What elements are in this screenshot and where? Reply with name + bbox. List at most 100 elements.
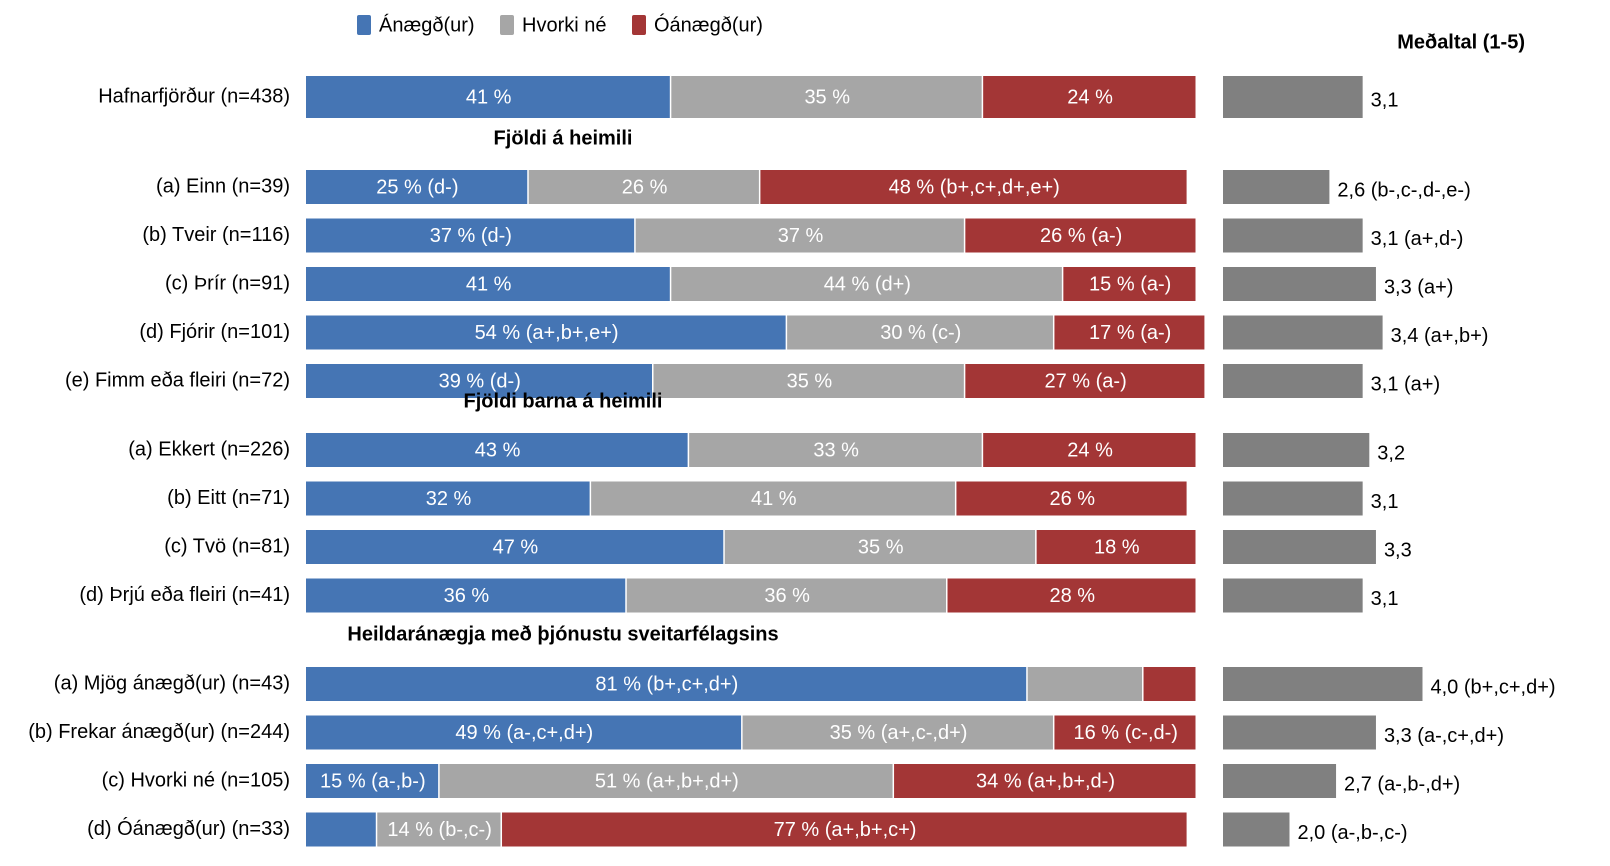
mean-bar [1223,315,1383,350]
bar-segment [306,170,528,204]
mean-bar [1223,433,1370,467]
legend-label: Hvorki né [522,14,606,36]
value-label: 16 % (c-,d-) [1073,722,1177,744]
bar-segment [306,530,724,564]
mean-label: 3,1 [1371,588,1399,610]
value-label: 28 % [1049,585,1095,607]
bar-segment [760,170,1187,204]
mean-title: Meðaltal (1-5) [1397,31,1525,53]
mean-bar [1223,764,1337,798]
legend-label: Ánægð(ur) [379,13,475,36]
value-label: 34 % (a+,b+,d-) [976,770,1115,792]
mean-bar [1223,364,1363,398]
category-label: (d) Óánægð(ur) (n=33) [87,817,290,840]
value-label: 36 % [444,585,490,607]
bar-segment [306,315,786,350]
bar-segment [965,218,1196,253]
mean-label: 2,7 (a-,b-,d+) [1344,773,1460,795]
value-label: 24 % [1067,439,1113,461]
value-label: 26 % (a-) [1040,225,1122,247]
category-label: (e) Fimm eða fleiri (n=72) [65,369,290,391]
category-label: Hafnarfjörður (n=438) [98,85,290,107]
bar-segment [1036,530,1196,564]
bar-segment [1027,667,1143,701]
value-label: 17 % (a-) [1089,322,1171,344]
mean-label: 3,2 [1377,442,1405,464]
value-label: 30 % (c-) [880,322,961,344]
value-label: 35 % (a+,c-,d+) [830,722,968,744]
value-label: 41 % [466,86,512,108]
value-label: 37 % [778,225,824,247]
bar-segment [306,715,742,750]
bar-segment [626,578,947,613]
category-label: (c) Tvö (n=81) [164,535,290,557]
value-label: 35 % [787,370,833,392]
legend-swatch [357,15,371,35]
bar-segment [502,812,1187,847]
bar-segment [653,364,964,398]
bar-segment [965,364,1205,398]
mean-bar [1223,715,1376,750]
value-label: 15 % (a-,b-) [320,770,426,792]
value-label: 51 % (a+,b+,d+) [595,770,739,792]
mean-label: 4,0 (b+,c+,d+) [1431,676,1556,698]
value-label: 35 % [858,536,904,558]
mean-bar [1223,578,1363,613]
mean-bar [1223,481,1363,516]
bar-segment [528,170,759,204]
value-label: 39 % (d-) [439,370,521,392]
value-label: 26 % [622,176,668,198]
value-label: 18 % [1094,536,1140,558]
mean-label: 2,6 (b-,c-,d-,e-) [1337,179,1470,201]
mean-label: 3,1 [1371,89,1399,111]
legend-swatch [632,15,646,35]
bar-segment [591,481,955,516]
value-label: 43 % [475,439,521,461]
bar-segment [306,76,670,118]
category-label: (c) Hvorki né (n=105) [102,769,290,791]
mean-label: 3,1 (a+,d-) [1371,228,1464,250]
value-label: 33 % [813,439,859,461]
bar-segment [306,218,635,253]
mean-label: 3,3 (a-,c+,d+) [1384,725,1504,747]
bar-segment [1054,715,1196,750]
bar-segment [956,481,1187,516]
bar-segment [724,530,1036,564]
mean-label: 3,1 [1371,491,1399,513]
group-title: Fjöldi barna á heimili [464,390,663,412]
value-label: 54 % (a+,b+,e+) [475,322,619,344]
value-label: 41 % [466,273,512,295]
bar-segment [635,218,964,253]
value-label: 36 % [764,585,810,607]
mean-bar [1223,812,1290,847]
value-label: 48 % (b+,c+,d+,e+) [889,176,1060,198]
category-label: (d) Þrjú eða fleiri (n=41) [79,584,290,606]
bar-segment [983,433,1196,467]
value-label: 25 % (d-) [376,176,458,198]
mean-label: 3,3 [1384,539,1412,561]
bar-segment [306,364,652,398]
value-label: 15 % (a-) [1089,273,1171,295]
category-label: (c) Þrír (n=91) [165,272,290,294]
bar-segment [671,76,982,118]
value-label: 37 % (d-) [430,225,512,247]
group-title: Fjöldi á heimili [494,127,633,149]
bar-segment [1054,315,1205,350]
mean-bar [1223,667,1423,701]
mean-label: 3,1 (a+) [1371,373,1440,395]
bar-segment [439,764,893,798]
value-label: 49 % (a-,c+,d+) [455,722,593,744]
value-label: 32 % [426,488,472,510]
legend-swatch [500,15,514,35]
mean-bar [1223,218,1363,253]
bar-segment [306,481,590,516]
bar-segment [306,764,439,798]
value-label: 26 % [1049,488,1095,510]
value-label: 44 % (d+) [824,273,911,295]
mean-bar [1223,530,1376,564]
bar-segment [983,76,1196,118]
bar-segment [1063,267,1196,301]
bar-segment [787,315,1053,350]
